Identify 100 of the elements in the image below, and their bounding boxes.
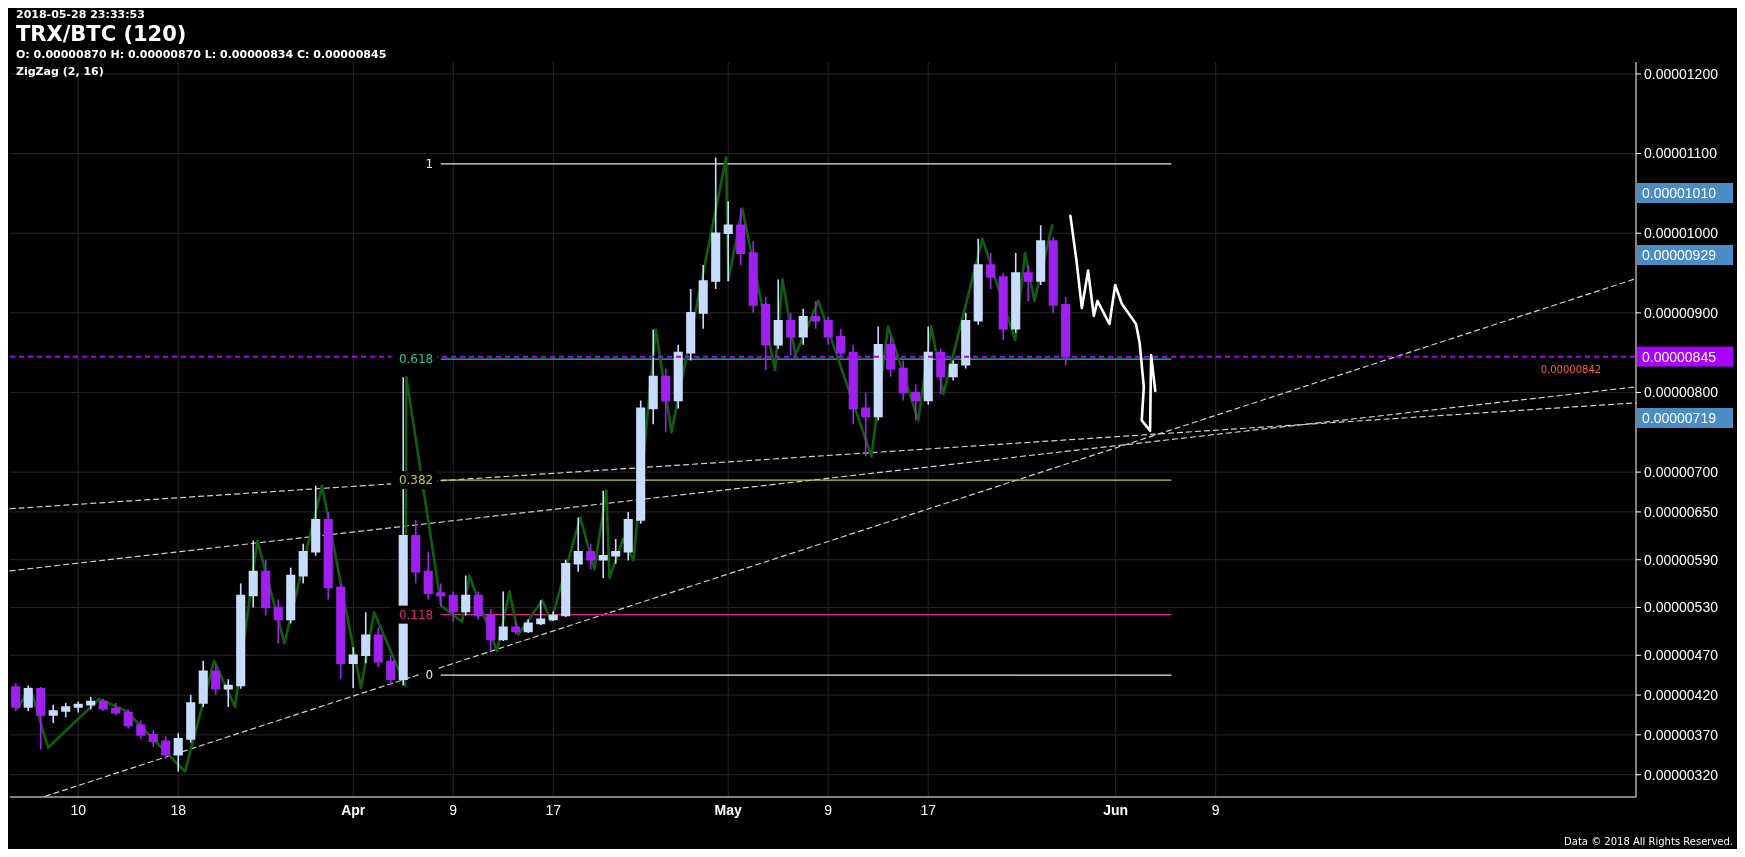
- candlestick: [486, 608, 496, 653]
- x-tick-label: 9: [824, 802, 833, 818]
- candlestick: [123, 708, 133, 730]
- candlestick: [861, 391, 871, 457]
- y-tick-label: 0.00000700: [1644, 464, 1719, 480]
- candlestick: [273, 598, 283, 645]
- line-series: [1069, 214, 1157, 432]
- candlestick: [323, 511, 333, 601]
- candlestick: [798, 308, 808, 346]
- candlestick: [523, 618, 533, 634]
- chart-title: TRX/BTC (120): [16, 22, 187, 46]
- candlestick: [61, 702, 71, 719]
- candlestick: [173, 732, 183, 773]
- series-label: 0: [425, 668, 434, 683]
- candlestick: [661, 367, 671, 434]
- candlestick: [761, 296, 771, 371]
- candlestick: [261, 558, 271, 617]
- candlestick: [373, 626, 383, 668]
- candlestick: [411, 519, 421, 585]
- candlestick: [361, 611, 371, 665]
- candlestick: [686, 288, 696, 362]
- y-tick-label: 0.00000420: [1644, 686, 1719, 703]
- candlestick: [698, 264, 708, 330]
- text: 2018-05-28 23:33:53: [16, 8, 145, 21]
- candlestick: [636, 399, 646, 525]
- candlestick: [911, 383, 921, 422]
- candlestick: [736, 207, 746, 266]
- candlestick: [236, 582, 246, 690]
- candlestick: [1048, 236, 1058, 314]
- candlestick: [836, 327, 846, 358]
- candlestick: [673, 343, 683, 410]
- chart-subtitle: O: 0.00000870 H: 0.00000870 L: 0.00000834 C: 0.00000845: [16, 48, 387, 61]
- candlestick: [73, 700, 83, 714]
- candlestick: [598, 489, 608, 579]
- candlestick: [211, 664, 221, 696]
- candlestick: [98, 698, 108, 712]
- y-tick-label: 0.00000470: [1644, 647, 1719, 664]
- candlestick: [336, 582, 346, 680]
- candlestick: [186, 694, 196, 744]
- candlestick: [248, 539, 258, 609]
- candlestick: [873, 325, 883, 422]
- candlestick: [986, 252, 996, 290]
- candlestick: [198, 660, 208, 708]
- candlestick: [498, 590, 508, 642]
- candlestick: [536, 599, 546, 626]
- candlestick: [11, 682, 21, 712]
- candlestick: [886, 335, 896, 378]
- candlestick: [86, 695, 96, 711]
- candlestick: [773, 278, 783, 350]
- candlestick: [948, 359, 958, 382]
- annotation: ZigZag (2, 16): [16, 65, 104, 78]
- candlestick: [936, 347, 946, 395]
- candlestick: [136, 719, 146, 740]
- candlestick: [923, 325, 933, 406]
- y-tick-label: 0.00001000: [1644, 225, 1719, 242]
- series-label: 0.618: [398, 352, 434, 367]
- candlestick: [898, 359, 908, 402]
- candlestick: [973, 237, 983, 326]
- series-label: 0.382: [398, 473, 434, 488]
- candlestick: [436, 582, 446, 607]
- candlestick: [723, 200, 733, 282]
- candlestick: [1023, 264, 1033, 302]
- y-tick-label: 0.00000590: [1644, 551, 1719, 568]
- candlestick: [1061, 296, 1071, 367]
- y-tick-label: 0.00001100: [1644, 145, 1718, 162]
- x-tick-label: Apr: [341, 802, 366, 818]
- candlestick: [423, 550, 433, 601]
- series-label: 1: [425, 157, 434, 172]
- text: 0.00001010: [1642, 184, 1717, 201]
- candlestick: [848, 343, 858, 426]
- candlestick: [786, 312, 796, 356]
- candlestick: [561, 558, 571, 618]
- y-tick-label: 0.00000900: [1644, 304, 1719, 321]
- candlestick: [36, 686, 46, 751]
- text: 0.00000929: [1642, 246, 1717, 263]
- candlestick: [961, 312, 971, 370]
- ref-line-label: 0.00000845: [1642, 348, 1717, 365]
- candlestick: [623, 511, 633, 562]
- candlestick: [223, 678, 233, 708]
- candlestick: [298, 542, 308, 585]
- x-tick-label: 18: [170, 802, 187, 818]
- y-tick-label: 0.00000800: [1644, 384, 1719, 401]
- series-label: 0.118: [398, 607, 434, 622]
- candlestick: [311, 484, 321, 557]
- candlestick: [1036, 224, 1046, 286]
- x-tick-label: 9: [449, 802, 458, 818]
- candlestick: [1011, 252, 1021, 334]
- candlestick: [573, 516, 583, 573]
- x-tick-label: May: [714, 802, 743, 818]
- y-tick-label: 0.00000370: [1644, 726, 1719, 743]
- candlestick: [348, 646, 358, 689]
- y-tick-label: 0.00000650: [1644, 503, 1719, 520]
- y-tick-label: 0.00000320: [1644, 766, 1719, 783]
- candlestick: [511, 621, 521, 636]
- candlestick: [448, 590, 458, 623]
- annotation: 0.00000842: [1540, 363, 1602, 375]
- x-tick-label: Jun: [1103, 802, 1129, 818]
- candlestick: [386, 654, 396, 687]
- candlestick: [461, 574, 471, 617]
- candlestick: [23, 684, 33, 712]
